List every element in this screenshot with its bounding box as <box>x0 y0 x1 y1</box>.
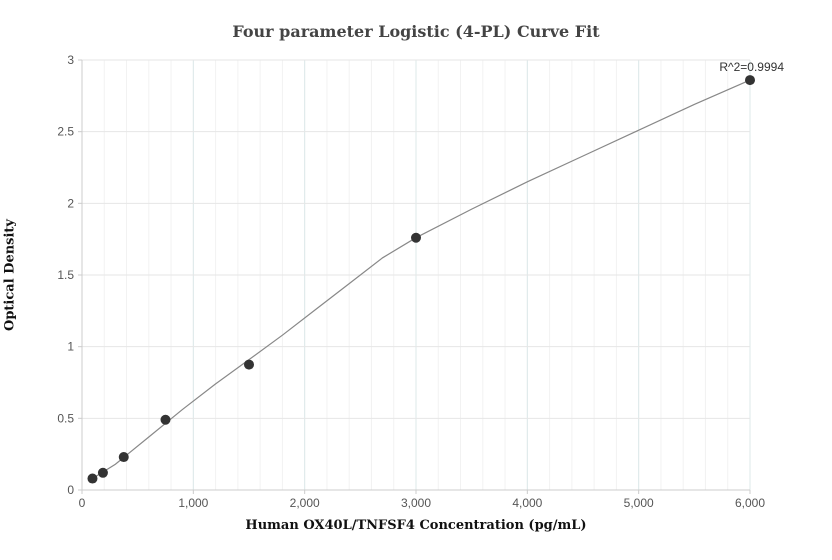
y-tick-label: 3 <box>67 53 74 67</box>
x-tick-label: 0 <box>79 496 86 510</box>
axis-layer: 0 1,000 2,000 3,000 4,000 5,000 6,000 0 0.5 1 1.5 2… <box>57 53 765 510</box>
chart-title: Four parameter Logistic (4-PL) Curve Fit <box>232 22 600 41</box>
y-tick-label: 2 <box>67 196 74 210</box>
data-point <box>97 467 108 478</box>
x-axis-title: Human OX40L/TNFSF4 Concentration (pg/mL) <box>245 518 587 533</box>
data-point <box>244 359 254 370</box>
data-point <box>118 452 129 463</box>
x-tick-label: 2,000 <box>290 496 320 510</box>
x-tick-label: 5,000 <box>624 496 654 510</box>
x-tick-label: 1,000 <box>178 496 208 510</box>
y-tick-label: 0.5 <box>57 411 74 425</box>
point-layer <box>87 75 755 484</box>
x-tick-label: 4,000 <box>512 496 542 510</box>
y-tick-label: 0 <box>67 483 74 497</box>
data-point <box>160 414 171 425</box>
data-point <box>745 75 755 86</box>
grid-layer <box>81 59 751 491</box>
fit-curve-line <box>92 79 751 480</box>
data-point <box>87 473 98 484</box>
y-tick-label: 2.5 <box>57 125 74 139</box>
label-layer: R^2=0.9994 <box>719 60 784 74</box>
data-point <box>411 232 421 243</box>
r-squared-annotation: R^2=0.9994 <box>719 60 784 74</box>
x-tick-label: 3,000 <box>401 496 431 510</box>
y-tick-label: 1 <box>67 340 74 354</box>
curve-layer <box>92 79 751 480</box>
y-tick-label: 1.5 <box>57 268 74 282</box>
x-tick-label: 6,000 <box>735 496 765 510</box>
